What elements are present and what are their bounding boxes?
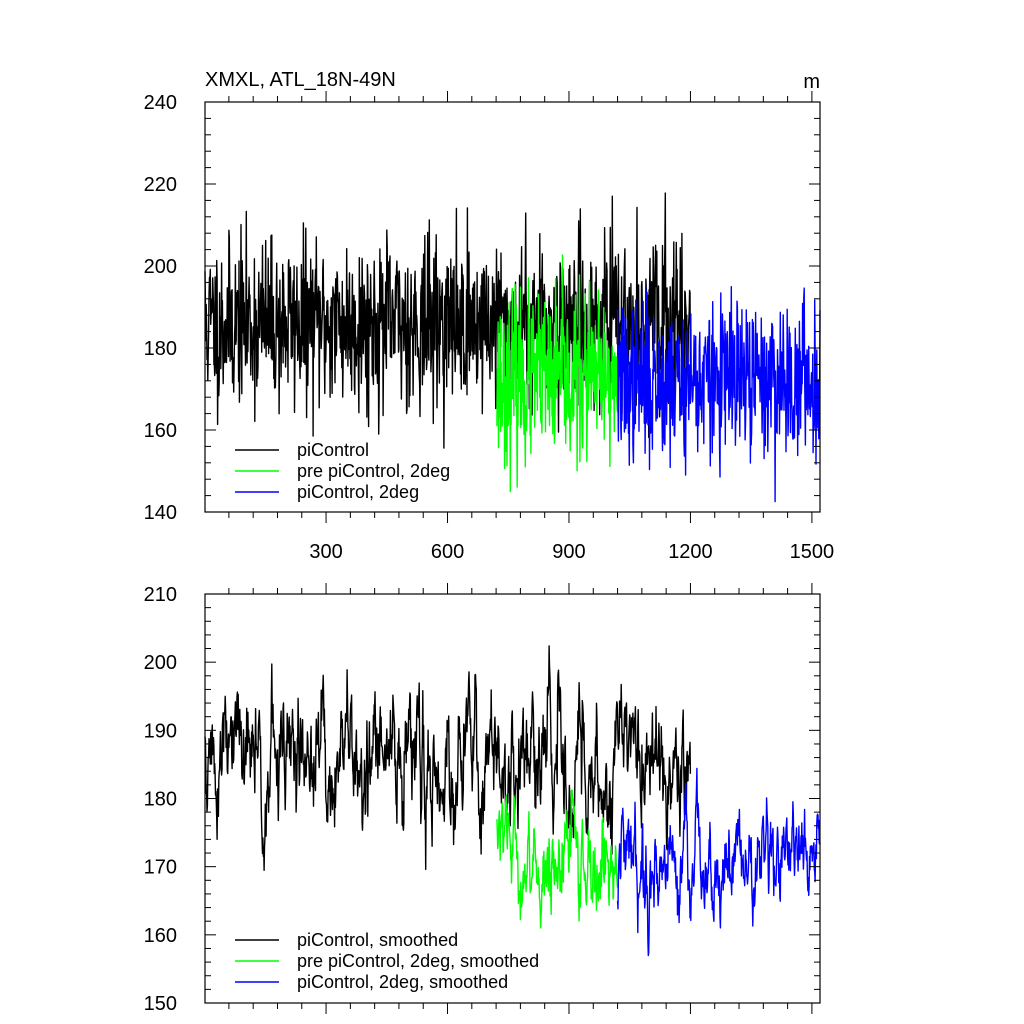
y-tick-label: 190 bbox=[144, 720, 177, 742]
y-tick-label: 160 bbox=[144, 420, 177, 442]
series-line-bottom-2 bbox=[496, 789, 619, 929]
series-line-bottom-1 bbox=[204, 645, 692, 871]
y-tick-label: 240 bbox=[144, 92, 177, 114]
series-line-bottom-3 bbox=[616, 767, 821, 957]
y-tick-label: 160 bbox=[144, 925, 177, 947]
units-label: m bbox=[803, 71, 820, 93]
bottom-panel: 150 160 170 180 190 200 210 piControl, smoothed… bbox=[144, 583, 821, 1015]
y-tick-label: 210 bbox=[144, 584, 177, 606]
y-tick-label: 180 bbox=[144, 789, 177, 811]
y-tick-label: 140 bbox=[144, 502, 177, 524]
legend-entry: pre piControl, 2deg bbox=[297, 461, 450, 481]
y-tick-label: 180 bbox=[144, 338, 177, 360]
legend-entry: piControl, 2deg bbox=[297, 482, 419, 502]
plot-frame bbox=[204, 101, 821, 513]
x-tick-label: 300 bbox=[309, 541, 342, 563]
x-tick-label: 1500 bbox=[790, 541, 835, 563]
top-panel: 140 160 180 200 220 240 300 600 900 1200 1500 XMXL,… bbox=[144, 69, 835, 563]
x-tick-label: 900 bbox=[552, 541, 585, 563]
x-tick-label: 600 bbox=[431, 541, 464, 563]
y-tick-label: 170 bbox=[144, 857, 177, 879]
legend-entry: piControl bbox=[297, 440, 369, 460]
x-tick-label: 1200 bbox=[668, 541, 713, 563]
chart-title: XMXL, ATL_18N-49N bbox=[205, 69, 396, 91]
legend-entry: pre piControl, 2deg, smoothed bbox=[297, 951, 539, 971]
y-tick-label: 150 bbox=[144, 993, 177, 1015]
series-line-top-2 bbox=[496, 254, 619, 493]
legend-entry: piControl, smoothed bbox=[297, 930, 458, 950]
y-tick-label: 200 bbox=[144, 256, 177, 278]
series-line-top-3 bbox=[616, 286, 821, 503]
legend-entry: piControl, 2deg, smoothed bbox=[297, 972, 508, 992]
y-tick-label: 220 bbox=[144, 174, 177, 196]
y-tick-label: 200 bbox=[144, 652, 177, 674]
